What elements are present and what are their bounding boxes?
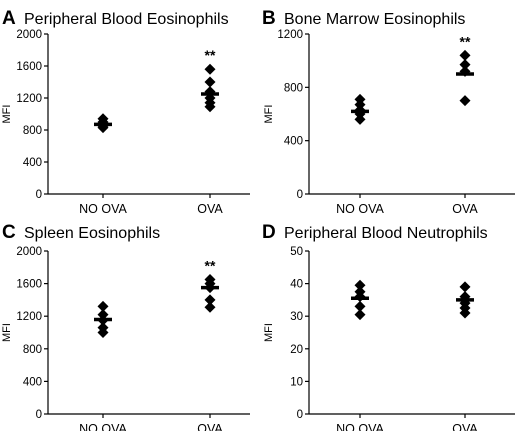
y-tick-label: 0	[36, 189, 42, 201]
data-point	[354, 309, 366, 321]
x-category-label: OVA	[452, 202, 478, 216]
y-tick-label: 0	[36, 409, 42, 421]
y-axis-label: MFI	[1, 105, 13, 124]
data-point	[97, 309, 109, 321]
y-tick-label: 800	[23, 125, 42, 137]
data-point	[354, 300, 366, 312]
y-tick-label: 400	[284, 136, 303, 148]
data-point	[204, 301, 216, 313]
chart-panel-c: C Spleen Eosinophils 0 400 800 1200 1600 2000 MF…	[1, 222, 250, 436]
data-point	[97, 327, 109, 338]
y-tick-label: 1200	[16, 93, 42, 105]
x-category-label: OVA	[197, 202, 223, 216]
y-axis-label: MFI	[1, 323, 13, 342]
y-tick-label: 800	[23, 344, 42, 356]
data-point	[204, 76, 216, 88]
panel-title: Spleen Eosinophils	[24, 225, 160, 242]
panel-letter: C	[2, 222, 16, 243]
y-tick-label: 400	[23, 376, 42, 388]
y-tick-label: 400	[23, 157, 42, 169]
data-point	[354, 279, 366, 291]
data-point	[459, 307, 471, 319]
x-category-label: NO OVA	[336, 422, 384, 431]
panel-title: Peripheral Blood Eosinophils	[24, 11, 229, 28]
x-category-label: NO OVA	[79, 202, 127, 216]
y-tick-label: 50	[290, 246, 303, 258]
data-point	[354, 113, 366, 125]
chart-panel-a: A Peripheral Blood Eosinophils 0 400 800 1200…	[1, 8, 250, 216]
y-tick-label: 30	[290, 311, 303, 323]
y-tick-label: 2000	[16, 246, 42, 258]
panel-letter: A	[2, 8, 16, 29]
x-category-label: OVA	[197, 422, 223, 431]
y-tick-label: 1200	[16, 311, 42, 323]
significance-marker: **	[205, 47, 216, 63]
panel-letter: D	[262, 222, 276, 243]
significance-marker: **	[460, 33, 471, 49]
chart-panel-b: B Bone Marrow Eosinophils 0 400 800 1200 MFI NO…	[262, 8, 515, 216]
y-tick-label: 40	[290, 279, 303, 291]
panel-letter: B	[262, 8, 276, 29]
data-point	[459, 95, 471, 107]
y-axis-label: MFI	[263, 105, 275, 124]
data-point	[204, 63, 216, 75]
y-tick-label: 0	[297, 189, 303, 201]
x-category-label: NO OVA	[336, 202, 384, 216]
significance-marker: **	[205, 258, 216, 274]
y-tick-label: 0	[297, 409, 303, 421]
y-tick-label: 2000	[16, 29, 42, 41]
y-tick-label: 1600	[16, 61, 42, 73]
data-point	[459, 49, 471, 61]
data-point	[97, 300, 109, 312]
data-point	[459, 281, 471, 293]
panel-title: Bone Marrow Eosinophils	[284, 11, 465, 28]
x-category-label: NO OVA	[79, 422, 127, 431]
chart-panel-d: D Peripheral Blood Neutrophils 0 10 20 30 40 50…	[262, 222, 515, 436]
y-tick-label: 1200	[277, 29, 303, 41]
data-point	[459, 59, 471, 71]
y-axis-label: MFI	[263, 323, 275, 342]
panel-title: Peripheral Blood Neutrophils	[284, 225, 488, 242]
y-tick-label: 1600	[16, 279, 42, 291]
data-point	[204, 101, 216, 113]
y-tick-label: 10	[290, 376, 303, 388]
y-tick-label: 20	[290, 344, 303, 356]
data-point	[204, 294, 216, 306]
x-category-label: OVA	[452, 422, 478, 431]
y-tick-label: 800	[284, 82, 303, 94]
